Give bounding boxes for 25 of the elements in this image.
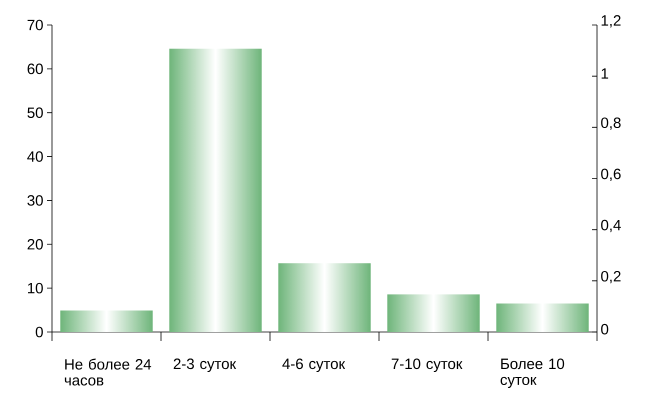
y2-tick-label: 0,8: [601, 117, 621, 130]
x-tick-label: 4-6 суток: [282, 358, 346, 372]
y2-tick-label: 1: [602, 68, 608, 79]
y-tick-label: 20: [28, 238, 43, 250]
x-tick-label: Более 10 суток: [500, 358, 564, 388]
bar: [387, 294, 480, 332]
bar: [169, 48, 262, 332]
bar: [496, 303, 589, 332]
x-tick-label: Не более 24 часов: [64, 358, 152, 386]
bar: [278, 263, 371, 332]
y-tick-label: 60: [28, 64, 43, 74]
y2-tick-label: 0,4: [601, 220, 621, 232]
y-tick-label: 30: [27, 195, 43, 206]
y-tick-label: 0: [36, 326, 43, 338]
x-tick-label: 2-3 суток: [174, 358, 236, 372]
y2-tick-label: 0,2: [601, 270, 621, 284]
y2-tick-label: 0,6: [601, 168, 621, 181]
y2-tick-label: 0: [601, 324, 608, 334]
y-tick-label: 40: [27, 151, 43, 162]
y-tick-label: 70: [28, 20, 43, 30]
y-tick-label: 10: [28, 282, 43, 294]
bar: [60, 310, 153, 332]
x-tick-label: 7-10 суток: [392, 358, 462, 372]
y2-tick-label: 1,2: [602, 15, 621, 28]
y-tick-label: 50: [27, 107, 43, 118]
